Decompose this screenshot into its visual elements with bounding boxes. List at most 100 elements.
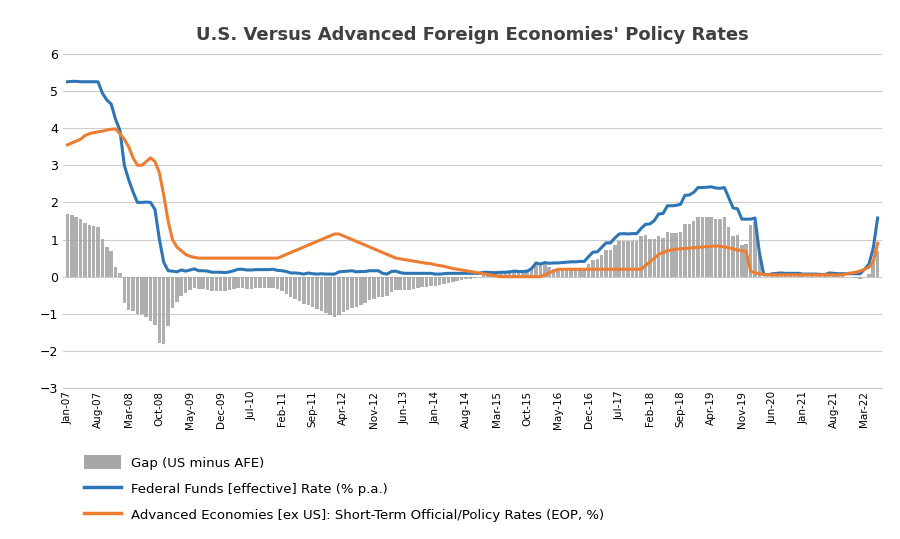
- Bar: [188, 277, 192, 291]
- Bar: [346, 277, 349, 310]
- Bar: [697, 217, 700, 277]
- Bar: [87, 225, 91, 277]
- Bar: [241, 277, 244, 288]
- Bar: [631, 241, 634, 277]
- Bar: [596, 259, 599, 277]
- Bar: [284, 277, 288, 294]
- Bar: [508, 272, 511, 277]
- Bar: [613, 245, 617, 277]
- Bar: [140, 277, 144, 314]
- Bar: [338, 277, 341, 315]
- Bar: [744, 244, 748, 277]
- Bar: [101, 239, 104, 277]
- Bar: [570, 270, 572, 277]
- Bar: [113, 267, 117, 277]
- Bar: [626, 241, 630, 277]
- Bar: [573, 270, 577, 277]
- Bar: [871, 263, 875, 277]
- Bar: [472, 277, 476, 278]
- Bar: [228, 277, 231, 291]
- Bar: [530, 268, 534, 277]
- Bar: [390, 277, 393, 292]
- Bar: [469, 277, 473, 279]
- Bar: [784, 275, 788, 277]
- Bar: [556, 271, 560, 277]
- Bar: [166, 277, 170, 327]
- Bar: [504, 272, 507, 277]
- Bar: [429, 277, 433, 286]
- Bar: [666, 232, 669, 277]
- Bar: [622, 241, 626, 277]
- Bar: [276, 277, 279, 289]
- Bar: [162, 277, 166, 344]
- Bar: [219, 277, 222, 291]
- Bar: [604, 250, 608, 277]
- Bar: [814, 276, 818, 277]
- Bar: [394, 277, 398, 289]
- Bar: [836, 275, 840, 277]
- Bar: [491, 274, 494, 277]
- Bar: [136, 277, 140, 314]
- Bar: [692, 222, 696, 277]
- Bar: [350, 277, 354, 308]
- Bar: [600, 255, 604, 277]
- Bar: [254, 277, 257, 288]
- Bar: [578, 269, 581, 277]
- Bar: [197, 277, 201, 289]
- Bar: [788, 275, 792, 277]
- Bar: [723, 217, 726, 277]
- Bar: [341, 277, 345, 312]
- Bar: [543, 265, 546, 277]
- Bar: [315, 277, 319, 309]
- Bar: [202, 277, 205, 289]
- Bar: [793, 275, 796, 277]
- Bar: [876, 251, 879, 277]
- Bar: [867, 274, 870, 277]
- Bar: [854, 277, 858, 278]
- Bar: [526, 271, 529, 277]
- Bar: [425, 277, 428, 287]
- Bar: [674, 233, 678, 277]
- Bar: [683, 224, 687, 277]
- Bar: [145, 277, 148, 317]
- Bar: [293, 277, 297, 299]
- Bar: [512, 271, 516, 277]
- Bar: [652, 239, 656, 277]
- Bar: [310, 277, 314, 307]
- Bar: [122, 277, 126, 303]
- Bar: [66, 213, 69, 277]
- Bar: [735, 236, 739, 277]
- Bar: [179, 277, 183, 296]
- Bar: [740, 245, 743, 277]
- Bar: [302, 277, 306, 304]
- Bar: [324, 277, 328, 313]
- Bar: [333, 277, 337, 317]
- Bar: [131, 277, 135, 311]
- Bar: [495, 273, 499, 277]
- Bar: [547, 267, 551, 277]
- Bar: [79, 219, 82, 277]
- Title: U.S. Versus Advanced Foreign Economies' Policy Rates: U.S. Versus Advanced Foreign Economies' …: [196, 26, 749, 44]
- Bar: [211, 277, 213, 291]
- Bar: [608, 250, 612, 277]
- Bar: [709, 217, 713, 277]
- Bar: [267, 277, 271, 288]
- Bar: [328, 277, 332, 315]
- Bar: [670, 232, 673, 277]
- Bar: [455, 277, 459, 281]
- Bar: [320, 277, 323, 311]
- Bar: [171, 277, 175, 308]
- Bar: [749, 225, 752, 277]
- Bar: [83, 223, 86, 277]
- Bar: [245, 277, 248, 288]
- Bar: [810, 276, 814, 277]
- Bar: [158, 277, 161, 343]
- Bar: [446, 277, 450, 282]
- Bar: [148, 277, 152, 321]
- Bar: [307, 277, 310, 305]
- Bar: [500, 272, 503, 277]
- Bar: [535, 263, 538, 277]
- Bar: [403, 277, 407, 291]
- Bar: [407, 277, 410, 289]
- Bar: [486, 274, 490, 277]
